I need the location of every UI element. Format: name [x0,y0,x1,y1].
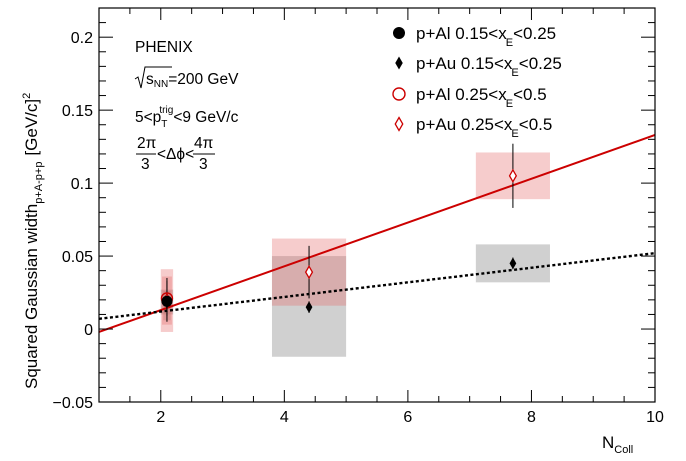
systematic-boxes [160,152,550,357]
svg-text:sNN=200 GeV: sNN=200 GeV [146,71,239,90]
x-tick-label: 2 [156,409,165,426]
y-tick-label: 0.2 [71,30,93,47]
energy-label: sNN=200 GeV [134,66,239,90]
marker-open-diamond [304,264,314,280]
plot-frame [98,7,656,403]
marker-filled-circle [393,27,405,39]
sqrt-icon [134,66,172,89]
data-points [160,168,518,313]
x-tick-label: 6 [403,409,412,426]
marker-open-diamond [394,116,404,132]
legend-entry-label: p+Au 0.15<xE<0.25 [416,54,562,79]
x-tick-label: 4 [280,409,289,426]
svg-text:4π: 4π [194,135,214,152]
marker-filled-diamond [395,56,403,70]
fit-line-solid [98,134,656,333]
svg-text:3: 3 [199,156,208,173]
legend-entry-label: p+Al 0.25<xE<0.5 [416,85,547,110]
svg-text:3: 3 [141,156,150,173]
marker-filled-diamond [163,296,171,309]
marker-filled-diamond [305,301,313,313]
y-tick-label: 0 [84,322,93,339]
y-tick-label: 0.15 [62,103,93,120]
marker-open-diamond [508,168,518,183]
y-tick-label: −0.05 [53,395,94,412]
experiment-label: PHENIX [135,39,193,56]
x-axis-title: NColl [602,433,633,456]
legend: p+Al 0.15<xE<0.25 p+Au 0.15<xE<0.25 p+Al 0… [392,24,562,140]
y-axis-title: Squared Gaussian widthp+A-p+p[GeV/c]2 [21,93,45,389]
x-tick-label: 10 [646,409,664,426]
y-tick-label: 0.1 [71,176,93,193]
marker-open-circle [392,87,406,101]
y-tick-label: 0.05 [62,249,93,266]
svg-text:<Δϕ<: <Δϕ< [157,146,194,163]
svg-text:2π: 2π [137,135,157,152]
x-tick-label: 8 [527,409,536,426]
fit-lines [98,134,656,333]
legend-entry-label: p+Au 0.25<xE<0.5 [416,115,552,140]
marker-filled-diamond [509,257,517,270]
fit-line-dotted [98,251,656,321]
axis-ticks: 2 4 6 8 10 −0.05 0 0.05 0.1 0.15 0.2 [53,7,664,426]
pt-label: 5<pTtrig<9 GeV/c [135,105,239,130]
dphi-label: 2π 3 <Δϕ< 4π 3 [136,135,215,173]
legend-entry-label: p+Al 0.15<xE<0.25 [416,24,556,49]
